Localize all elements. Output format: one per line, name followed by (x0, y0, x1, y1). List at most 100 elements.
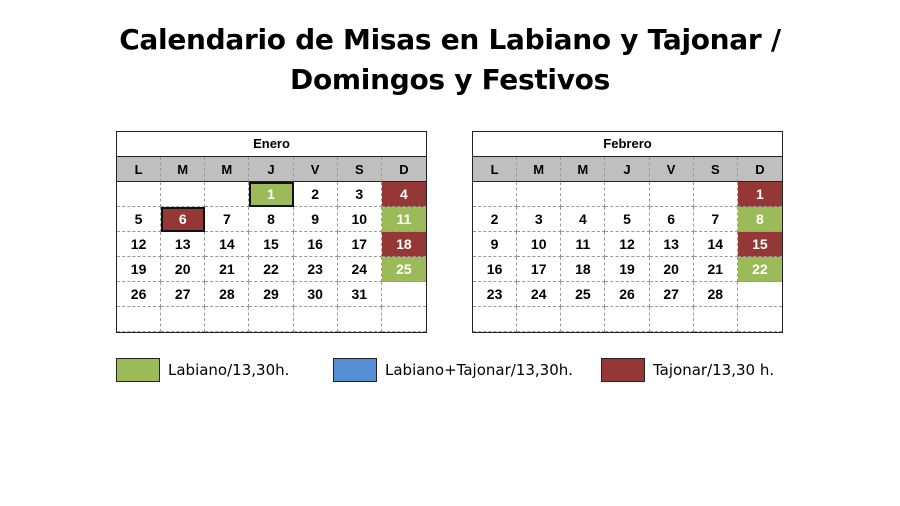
day-cell: 16 (293, 232, 338, 257)
day-cell: 14 (205, 232, 250, 257)
empty-cell (161, 307, 206, 332)
title-line-2: Domingos y Festivos (290, 63, 610, 96)
day-cell: 22 (737, 257, 782, 282)
empty-cell (737, 282, 782, 307)
empty-cell (117, 182, 162, 207)
day-cell: 5 (605, 207, 650, 232)
day-cell: 7 (693, 207, 738, 232)
empty-cell (561, 182, 606, 207)
day-cell: 21 (205, 257, 250, 282)
legend-swatch-green (116, 358, 160, 382)
page-title: Calendario de Misas en Labiano y Tajonar… (0, 20, 900, 100)
calendar-enero: Enero L M M J V S D 1 2 3 4 5 6 7 8 9 10 11 12 13 14 15 16 17 18… (116, 131, 427, 333)
legend-item-labiano: Labiano/13,30h. (116, 357, 289, 383)
legend-label: Labiano/13,30h. (168, 361, 290, 379)
empty-cell (249, 307, 294, 332)
weekday-header: S (693, 157, 738, 182)
day-cell: 29 (249, 282, 294, 307)
day-cell: 20 (161, 257, 206, 282)
day-cell: 25 (561, 282, 606, 307)
empty-cell (649, 307, 694, 332)
day-cell: 23 (293, 257, 338, 282)
day-cell: 2 (473, 207, 518, 232)
day-cell: 9 (473, 232, 518, 257)
empty-cell (161, 182, 206, 207)
day-cell: 8 (737, 207, 782, 232)
weekday-header: D (381, 157, 426, 182)
day-cell: 12 (605, 232, 650, 257)
day-cell: 24 (517, 282, 562, 307)
empty-cell (693, 182, 738, 207)
day-cell: 16 (473, 257, 518, 282)
day-cell: 4 (561, 207, 606, 232)
day-cell: 15 (737, 232, 782, 257)
empty-cell (205, 182, 250, 207)
day-cell: 28 (693, 282, 738, 307)
day-cell: 26 (605, 282, 650, 307)
empty-cell (381, 307, 426, 332)
day-cell: 19 (605, 257, 650, 282)
empty-cell (293, 307, 338, 332)
calendar-grid: L M M J V S D 1 2 3 4 5 6 7 8 9 10 11 12 13 14 15 16 17 18 19 20 21… (117, 157, 426, 332)
empty-cell (605, 182, 650, 207)
calendar-febrero: Febrero L M M J V S D 1 2 3 4 5 6 7 8 9 10 11 12 13 14 15 16 17… (472, 131, 783, 333)
day-cell: 9 (293, 207, 338, 232)
day-cell: 30 (293, 282, 338, 307)
day-cell: 27 (649, 282, 694, 307)
legend-swatch-red (601, 358, 645, 382)
weekday-header: S (337, 157, 382, 182)
legend-item-tajonar: Tajonar/13,30 h. (601, 357, 774, 383)
day-cell: 6 (161, 207, 206, 232)
weekday-header: L (473, 157, 518, 182)
day-cell: 23 (473, 282, 518, 307)
empty-cell (517, 307, 562, 332)
legend-label: Labiano+Tajonar/13,30h. (385, 361, 574, 379)
empty-cell (693, 307, 738, 332)
day-cell: 22 (249, 257, 294, 282)
day-cell: 1 (737, 182, 782, 207)
title-line-1: Calendario de Misas en Labiano y Tajonar… (119, 23, 781, 56)
day-cell: 12 (117, 232, 162, 257)
calendar-grid: L M M J V S D 1 2 3 4 5 6 7 8 9 10 11 12 13 14 15 16 17 18 19 20 21… (473, 157, 782, 332)
weekday-header: V (293, 157, 338, 182)
empty-cell (337, 307, 382, 332)
day-cell: 31 (337, 282, 382, 307)
weekday-header: M (561, 157, 606, 182)
legend-label: Tajonar/13,30 h. (653, 361, 775, 379)
day-cell: 4 (381, 182, 426, 207)
day-cell: 3 (337, 182, 382, 207)
day-cell: 14 (693, 232, 738, 257)
day-cell: 20 (649, 257, 694, 282)
day-cell: 13 (649, 232, 694, 257)
day-cell: 6 (649, 207, 694, 232)
day-cell: 24 (337, 257, 382, 282)
day-cell: 27 (161, 282, 206, 307)
day-cell: 26 (117, 282, 162, 307)
day-cell: 28 (205, 282, 250, 307)
weekday-header: M (205, 157, 250, 182)
day-cell: 7 (205, 207, 250, 232)
weekday-header: J (605, 157, 650, 182)
empty-cell (605, 307, 650, 332)
day-cell: 25 (381, 257, 426, 282)
empty-cell (737, 307, 782, 332)
empty-cell (205, 307, 250, 332)
empty-cell (473, 307, 518, 332)
empty-cell (561, 307, 606, 332)
weekday-header: M (161, 157, 206, 182)
day-cell: 2 (293, 182, 338, 207)
empty-cell (381, 282, 426, 307)
legend-item-labiano-tajonar: Labiano+Tajonar/13,30h. (333, 357, 573, 383)
day-cell: 15 (249, 232, 294, 257)
empty-cell (473, 182, 518, 207)
day-cell: 1 (249, 182, 294, 207)
weekday-header: D (737, 157, 782, 182)
day-cell: 17 (517, 257, 562, 282)
weekday-header: L (117, 157, 162, 182)
month-title: Enero (117, 132, 426, 157)
legend-swatch-blue (333, 358, 377, 382)
day-cell: 17 (337, 232, 382, 257)
day-cell: 10 (517, 232, 562, 257)
weekday-header: M (517, 157, 562, 182)
empty-cell (117, 307, 162, 332)
